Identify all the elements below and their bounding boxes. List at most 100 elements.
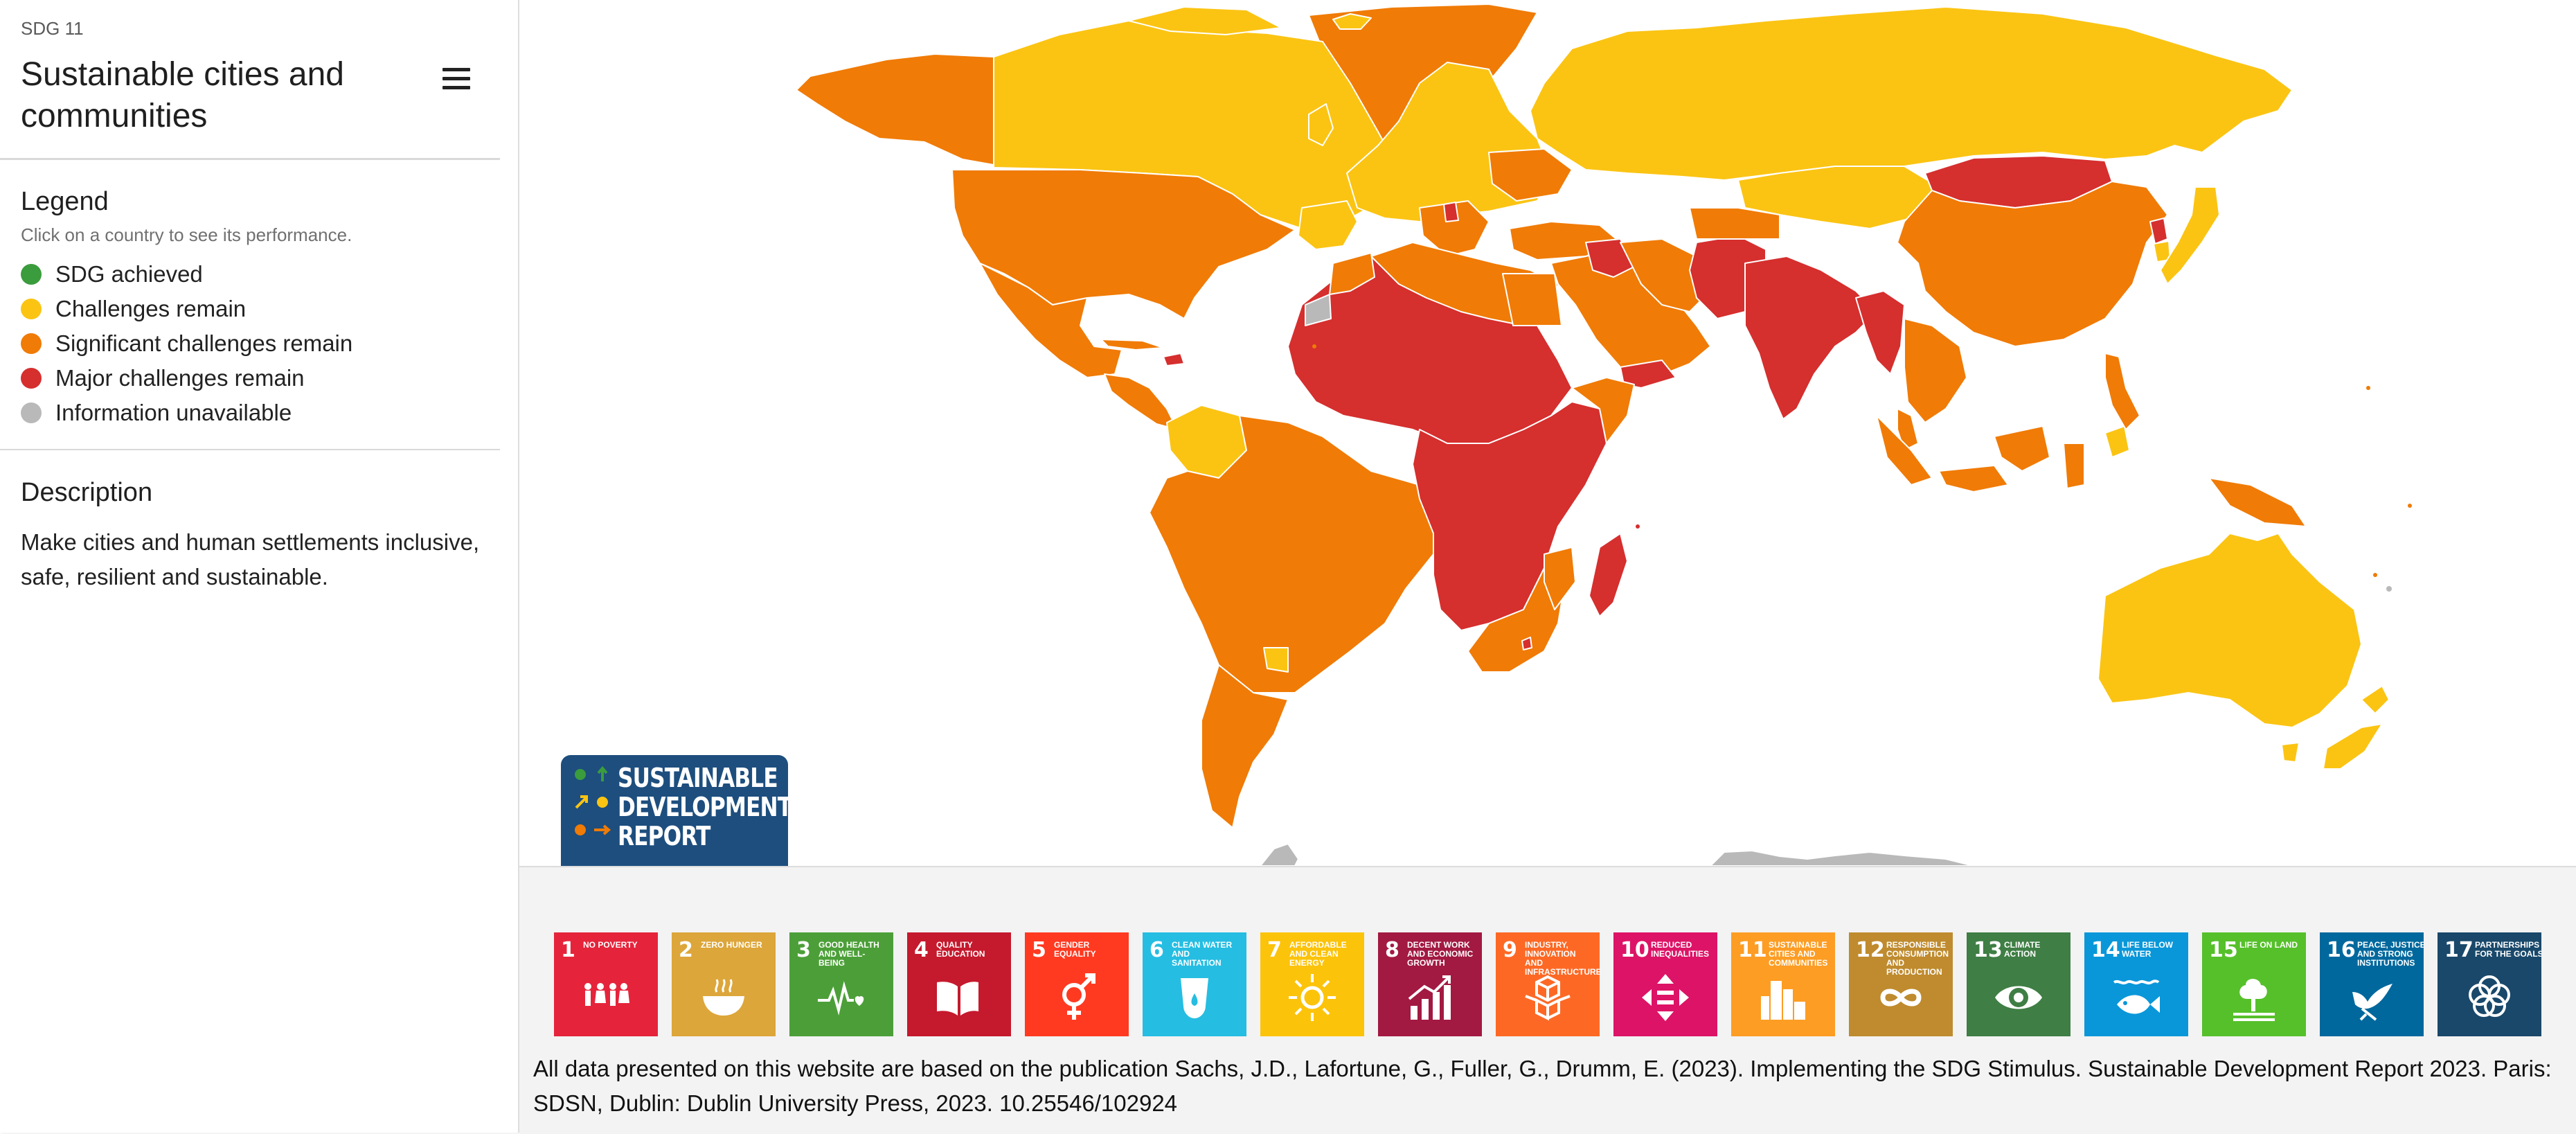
country-mexico[interactable] <box>979 263 1122 378</box>
country-cuba[interactable] <box>1100 339 1164 351</box>
divider <box>0 158 500 160</box>
sdg-tile-number: 10 <box>1620 938 1649 962</box>
legend-subtitle: Click on a country to see its performanc… <box>21 224 352 245</box>
sdg-tile-9[interactable]: 9 Industry, innovation and infrastructure <box>1496 932 1600 1036</box>
country-serbia[interactable] <box>1443 202 1459 222</box>
sdg-tile-name: Sustainable cities and communities <box>1769 940 1828 968</box>
sdg-tile-name: Partnerships for the goals <box>2475 940 2541 959</box>
country-india[interactable] <box>1744 256 1877 420</box>
country-balkans[interactable] <box>1419 200 1490 257</box>
sdg-tile-3[interactable]: 3 Good health and well-being <box>789 932 893 1036</box>
country-china[interactable] <box>1897 181 2168 347</box>
country-russia[interactable] <box>1530 6 2293 181</box>
legend-item-major: Major challenges remain <box>21 364 305 392</box>
sdg-goals-panel: 1 No poverty 2 Zero hunger 3 Good health and … <box>519 866 2576 1134</box>
fish-icon <box>2110 971 2163 1024</box>
legend-heading: Legend <box>21 187 109 216</box>
sdg-tile-number: 3 <box>796 938 811 962</box>
sdg-tile-4[interactable]: 4 Quality education <box>907 932 1011 1036</box>
bowl-icon <box>697 971 750 1024</box>
sdg-tile-15[interactable]: 15 Life on land <box>2202 932 2306 1036</box>
sdr-logo[interactable]: SUSTAINABLE DEVELOPMENT REPORT <box>561 755 792 866</box>
water-drop-icon <box>1168 971 1221 1024</box>
country-iceland[interactable] <box>1332 13 1372 30</box>
country-indonesia[interactable] <box>1876 415 2085 493</box>
country-japan[interactable] <box>2160 186 2220 285</box>
sdg-tile-name: Zero hunger <box>701 940 762 950</box>
heartbeat-icon <box>815 971 868 1024</box>
country-central-asia[interactable] <box>1689 207 1780 240</box>
sdg-tile-2[interactable]: 2 Zero hunger <box>672 932 776 1036</box>
country-central-africa[interactable] <box>1412 401 1607 631</box>
world-map[interactable] <box>519 0 2576 866</box>
sdg-tile-number: 4 <box>914 938 929 962</box>
sdg-tile-number: 1 <box>561 938 575 962</box>
legend-label: SDG achieved <box>55 261 203 287</box>
country-tasmania[interactable] <box>2281 742 2300 763</box>
legend-label: Major challenges remain <box>55 365 305 391</box>
sdg-tile-1[interactable]: 1 No poverty <box>554 932 658 1036</box>
description-text: Make cities and human settlements inclus… <box>21 529 480 590</box>
country-madagascar[interactable] <box>1589 533 1628 617</box>
country-central-america[interactable] <box>1104 373 1178 430</box>
country-egypt[interactable] <box>1502 273 1562 326</box>
sdg-tile-name: Affordable and clean energy <box>1289 940 1347 968</box>
country-brunei-area[interactable] <box>2104 425 2130 458</box>
sdg-tile-5[interactable]: 5 Gender equality <box>1025 932 1129 1036</box>
dove-icon <box>2345 971 2398 1024</box>
logo-arrows-icon <box>575 765 611 835</box>
orange-dot-icon <box>21 333 42 354</box>
country-arctic-islands[interactable] <box>1128 6 1282 35</box>
logo-line-3: REPORT <box>618 821 710 851</box>
sdg-tile-number: 9 <box>1503 938 1517 962</box>
country-somalia-kenya[interactable] <box>1571 377 1635 444</box>
country-southern-africa[interactable] <box>1467 567 1566 673</box>
sdg-tile-number: 13 <box>1974 938 2003 962</box>
sdg-tile-number: 17 <box>2444 938 2474 962</box>
country-north-korea[interactable] <box>2149 218 2168 245</box>
people-icon <box>580 971 632 1024</box>
country-png[interactable] <box>2208 477 2307 527</box>
sdg-tile-6[interactable]: 6 Clean water and sanitation <box>1143 932 1246 1036</box>
country-brazil-region[interactable] <box>1149 415 1448 693</box>
sdg-tile-16[interactable]: 16 Peace, justice and strong institutions <box>2320 932 2424 1036</box>
sdg-tile-12[interactable]: 12 Responsible consumption and production <box>1849 932 1953 1036</box>
sdg-tile-13[interactable]: 13 Climate action <box>1967 932 2070 1036</box>
sdg-tile-8[interactable]: 8 Decent work and economic growth <box>1378 932 1482 1036</box>
country-iberia[interactable] <box>1298 200 1358 250</box>
country-syria-iraq[interactable] <box>1585 238 1635 278</box>
eye-globe-icon <box>1992 971 2045 1024</box>
country-philippines[interactable] <box>2104 353 2140 430</box>
sdg-tile-14[interactable]: 14 Life below water <box>2084 932 2188 1036</box>
legend-label: Challenges remain <box>55 296 247 321</box>
legend-label: Information unavailable <box>55 400 292 425</box>
country-alaska[interactable] <box>796 53 994 166</box>
country-lesotho[interactable] <box>1521 637 1532 650</box>
sdg-tile-number: 2 <box>679 938 693 962</box>
sdg-tile-10[interactable]: 10 Reduced inequalities <box>1613 932 1717 1036</box>
book-icon <box>933 971 985 1024</box>
country-malaysia-peninsula[interactable] <box>1897 408 1919 451</box>
sdg-tile-11[interactable]: 11 Sustainable cities and communities <box>1731 932 1835 1036</box>
country-australia[interactable] <box>2098 533 2362 728</box>
sdg-tile-17[interactable]: 17 Partnerships for the goals <box>2438 932 2541 1036</box>
country-southeast-asia[interactable] <box>1904 318 1967 423</box>
country-ukraine[interactable] <box>1488 148 1573 202</box>
country-new-zealand[interactable] <box>2323 685 2390 770</box>
country-uruguay[interactable] <box>1263 647 1289 673</box>
country-haiti[interactable] <box>1163 353 1185 366</box>
legend-item-achieved: SDG achieved <box>21 260 203 288</box>
country-morocco[interactable] <box>1329 252 1375 295</box>
sdg-tile-number: 5 <box>1032 938 1046 962</box>
hamburger-menu-icon[interactable] <box>436 64 475 94</box>
country-western-sahara[interactable] <box>1305 294 1332 326</box>
country-antarctica[interactable] <box>1260 843 1974 866</box>
country-uk[interactable] <box>1308 103 1334 146</box>
country-argentina-chile[interactable] <box>1201 664 1289 829</box>
sdg-tile-name: Gender equality <box>1054 940 1096 959</box>
country-mozambique[interactable] <box>1544 547 1576 610</box>
sdg-tile-number: 16 <box>2327 938 2356 962</box>
sdg-tile-7[interactable]: 7 Affordable and clean energy <box>1260 932 1364 1036</box>
buildings-icon <box>1757 971 1809 1024</box>
country-myanmar[interactable] <box>1855 290 1905 375</box>
